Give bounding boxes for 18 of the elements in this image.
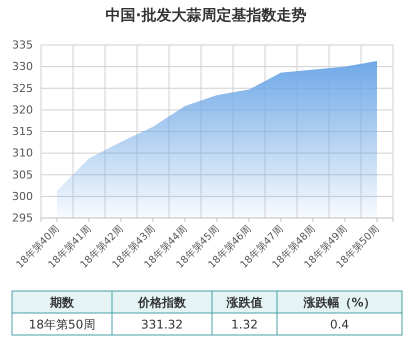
text: 价格指数	[137, 296, 187, 310]
text: 涨跌值	[226, 296, 262, 310]
y-tick-label: 295	[12, 212, 33, 225]
y-tick-label: 315	[12, 125, 33, 138]
text: 1.32	[231, 318, 258, 332]
chart-title: 中国·批发大蒜周定基指数走势	[106, 6, 306, 24]
text: 期数	[49, 296, 75, 310]
y-tick-label: 305	[12, 168, 33, 182]
y-tick-label: 300	[12, 190, 33, 203]
y-tick-label: 325	[12, 82, 33, 95]
text: 18年第50周	[28, 318, 96, 332]
text: 331.32	[141, 318, 183, 332]
y-tick-label: 320	[12, 103, 33, 116]
y-tick-label: 330	[12, 60, 33, 74]
text: 0.4	[330, 318, 350, 332]
y-tick-label: 335	[12, 38, 33, 52]
text: 涨跌幅（%）	[302, 296, 376, 310]
y-tick-label: 310	[12, 146, 33, 160]
